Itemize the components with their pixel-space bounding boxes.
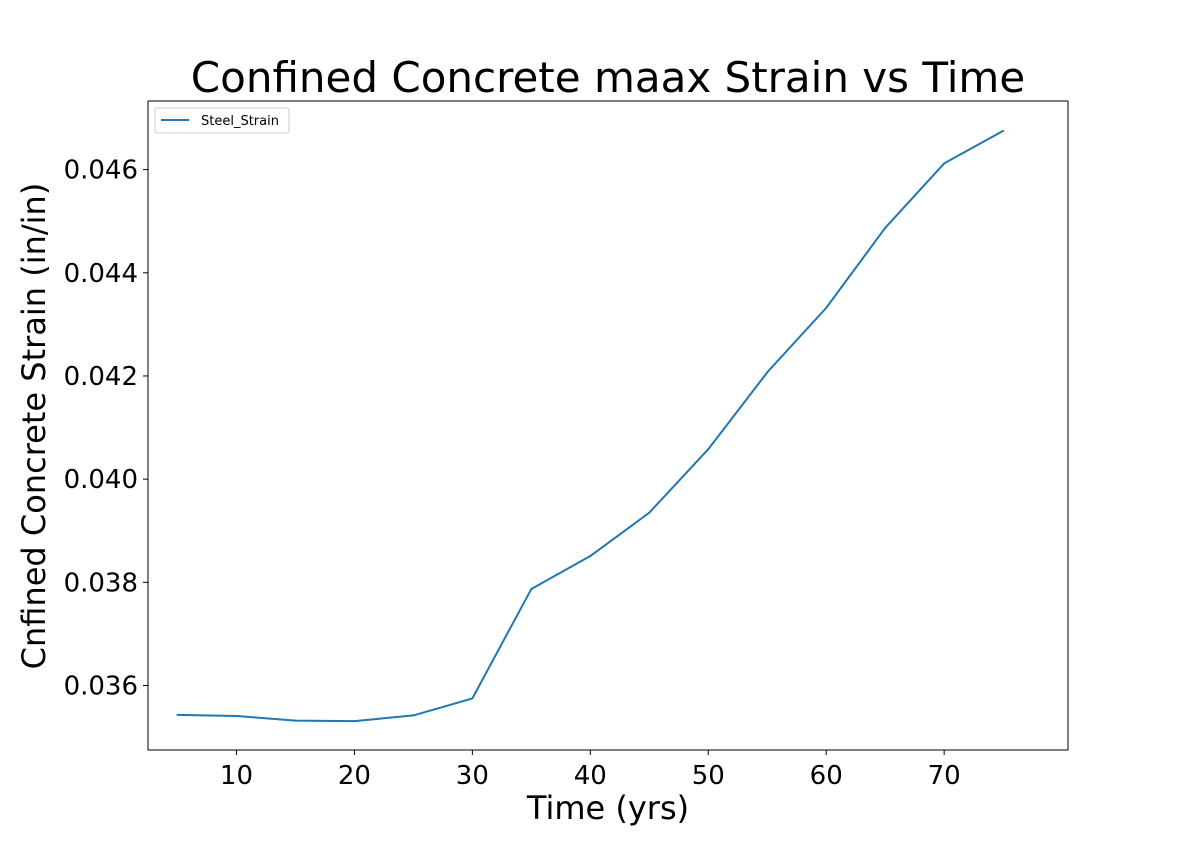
data-point [766,371,769,374]
legend: Steel_Strain [154,107,290,134]
data-point [412,714,415,717]
series-line-0 [177,130,1004,723]
y-tick-label: 0.042 [64,362,138,392]
data-point [707,448,710,451]
plot-frame [147,100,1069,751]
chart-title: Confined Concrete maax Strain vs Time [191,53,1025,102]
y-axis-ticks: 0.036 0.038 0.040 0.042 0.044 0.046 [64,156,148,702]
x-tick-label: 30 [456,761,489,791]
y-axis-label: Cnfined Concrete Strain (in/in) [15,183,53,670]
x-tick-label: 10 [220,761,253,791]
data-point [530,588,533,591]
plot-area [147,100,1069,751]
data-point [884,226,887,229]
legend-label: Steel_Strain [201,114,279,129]
data-point [1002,129,1005,132]
x-tick-label: 60 [810,761,843,791]
data-point [294,719,297,722]
x-tick-label: 70 [928,761,961,791]
y-tick-label: 0.044 [64,259,138,289]
y-tick-label: 0.036 [64,672,138,702]
y-tick-label: 0.046 [64,156,138,186]
x-tick-label: 20 [338,761,371,791]
y-tick-label: 0.040 [64,465,138,495]
data-point [353,720,356,723]
x-axis-label: Time (yrs) [526,789,689,827]
series-layer [176,129,1005,723]
data-point [471,697,474,700]
data-point [589,555,592,558]
data-point [825,306,828,309]
x-axis-ticks: 10 20 30 40 50 60 70 [220,750,961,791]
legend-box [154,107,290,134]
data-point [648,511,651,514]
x-tick-label: 50 [692,761,725,791]
y-tick-label: 0.038 [64,568,138,598]
data-point [176,713,179,716]
data-point [943,162,946,165]
x-tick-label: 40 [574,761,607,791]
data-point [235,714,238,717]
